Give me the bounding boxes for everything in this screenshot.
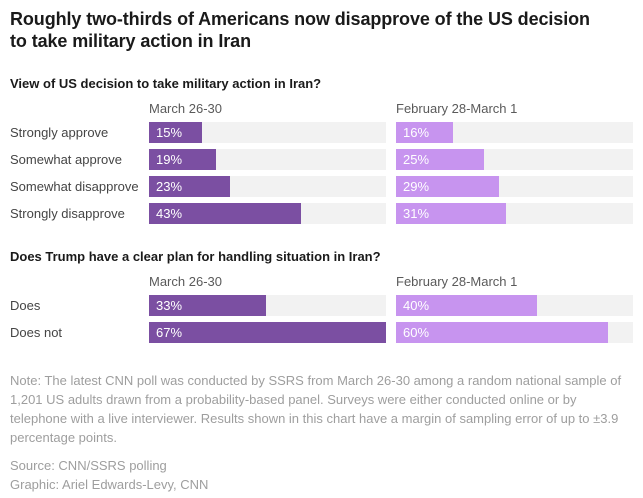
bar-fill — [149, 149, 217, 170]
bar-track: 60% — [396, 322, 633, 343]
bar-fill — [396, 122, 453, 143]
bar-fill — [396, 203, 506, 224]
bar-value-label: 60% — [403, 325, 430, 340]
row-label: Somewhat approve — [10, 152, 123, 167]
bar-value-label: 19% — [156, 152, 183, 167]
row-label: Does — [10, 298, 41, 313]
series-header-current: March 26-30 — [149, 274, 222, 289]
bar-fill — [149, 203, 302, 224]
bar-track: 40% — [396, 295, 633, 316]
bar-fill — [396, 176, 499, 197]
bar-value-label: 16% — [403, 125, 430, 140]
credit-text: Graphic: Ariel Edwards-Levy, CNN — [10, 477, 209, 492]
bar-fill — [149, 176, 231, 197]
chart-grid: March 26-30 February 28-March 1 Does 33% 40%… — [10, 274, 633, 343]
row-label: Strongly approve — [10, 125, 109, 140]
column-spacer — [386, 108, 396, 109]
column-spacer — [386, 132, 396, 133]
bar-track: 67% — [149, 322, 386, 343]
bar-value-label: 23% — [156, 179, 183, 194]
column-spacer — [386, 213, 396, 214]
bar-track: 29% — [396, 176, 633, 197]
footer: Note: The latest CNN poll was conducted … — [10, 371, 633, 494]
series-header-previous: February 28-March 1 — [396, 274, 518, 289]
label-column-spacer — [10, 281, 149, 282]
bar-value-label: 29% — [403, 179, 430, 194]
bar-fill — [396, 295, 538, 316]
column-spacer — [386, 159, 396, 160]
chart-view-of-decision: View of US decision to take military act… — [10, 76, 633, 224]
bar-fill — [149, 295, 266, 316]
bar-fill — [396, 149, 485, 170]
bar-value-label: 40% — [403, 298, 430, 313]
bar-value-label: 31% — [403, 206, 430, 221]
bar-value-label: 43% — [156, 206, 183, 221]
page-title: Roughly two-thirds of Americans now disa… — [10, 9, 590, 51]
series-header-current: March 26-30 — [149, 101, 222, 116]
label-column-spacer — [10, 108, 149, 109]
bar-track: 43% — [149, 203, 386, 224]
column-spacer — [386, 281, 396, 282]
bar-track: 23% — [149, 176, 386, 197]
bar-track: 25% — [396, 149, 633, 170]
source-text: Source: CNN/SSRS polling — [10, 458, 167, 473]
bar-fill — [149, 322, 386, 343]
bar-track: 19% — [149, 149, 386, 170]
series-header-previous: February 28-March 1 — [396, 101, 518, 116]
bar-value-label: 33% — [156, 298, 183, 313]
column-spacer — [386, 332, 396, 333]
row-label: Does not — [10, 325, 63, 340]
bar-track: 16% — [396, 122, 633, 143]
bar-value-label: 67% — [156, 325, 183, 340]
chart-question: View of US decision to take military act… — [10, 76, 322, 91]
bar-track: 31% — [396, 203, 633, 224]
row-label: Somewhat disapprove — [10, 179, 139, 194]
chart-clear-plan: Does Trump have a clear plan for handlin… — [10, 249, 633, 343]
bar-track: 33% — [149, 295, 386, 316]
chart-grid: March 26-30 February 28-March 1 Strongly a… — [10, 101, 633, 224]
bar-track: 15% — [149, 122, 386, 143]
bar-fill — [396, 322, 609, 343]
note-text: Note: The latest CNN poll was conducted … — [10, 373, 622, 445]
column-spacer — [386, 305, 396, 306]
source-block: Source: CNN/SSRS polling Graphic: Ariel … — [10, 456, 633, 494]
row-label: Strongly disapprove — [10, 206, 125, 221]
column-spacer — [386, 186, 396, 187]
bar-fill — [149, 122, 203, 143]
bar-value-label: 25% — [403, 152, 430, 167]
chart-question: Does Trump have a clear plan for handlin… — [10, 249, 381, 264]
bar-value-label: 15% — [156, 125, 183, 140]
